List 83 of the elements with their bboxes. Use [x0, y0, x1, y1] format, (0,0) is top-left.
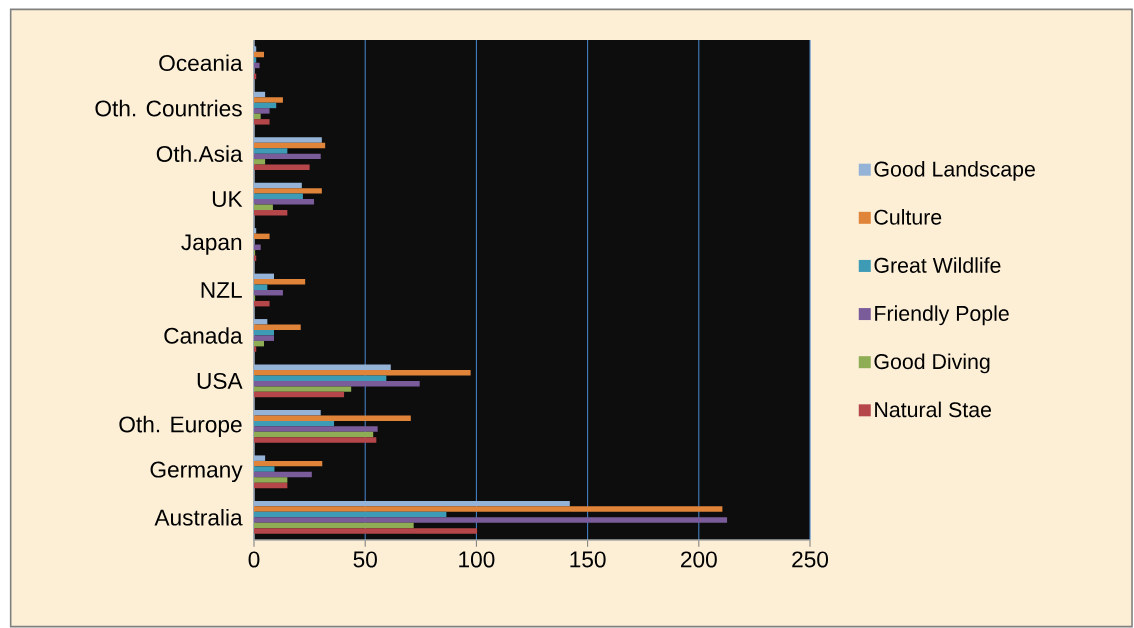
x-tick-label: 0 — [248, 551, 260, 568]
bar — [254, 431, 374, 438]
bar — [254, 233, 270, 240]
bar — [254, 199, 315, 205]
bar — [254, 340, 265, 347]
bar — [254, 46, 257, 52]
bar — [254, 62, 260, 69]
y-tick-label: USA — [197, 372, 243, 389]
bar — [254, 471, 312, 478]
y-tick-label: Germany — [150, 461, 243, 483]
y-tick-label: Oth.Asia — [156, 145, 243, 162]
bar — [254, 210, 288, 216]
bar — [254, 511, 447, 518]
bar — [254, 460, 323, 467]
y-tick-label: Oceania — [159, 54, 243, 72]
y-tick-label: Oth. Countries — [95, 99, 242, 117]
bar — [254, 500, 570, 507]
bar — [254, 255, 257, 261]
bar — [254, 188, 322, 194]
bar — [254, 142, 326, 149]
y-tick-label: Oth. Europe — [119, 415, 242, 437]
bar — [254, 375, 387, 381]
bar — [254, 324, 301, 330]
y-tick-label: Japan — [181, 234, 242, 255]
bar — [254, 51, 265, 58]
bar — [254, 522, 414, 529]
x-tick-label: 50 — [353, 551, 377, 568]
bar — [254, 369, 471, 376]
bar — [254, 409, 321, 416]
y-tick-label: Australia — [154, 508, 243, 526]
bar — [254, 273, 275, 280]
bar — [254, 102, 277, 109]
bar — [254, 148, 288, 154]
x-tick-label: 250 — [792, 551, 829, 568]
bar — [254, 420, 335, 427]
bar — [254, 113, 261, 120]
bar — [254, 119, 270, 125]
bar — [254, 517, 728, 523]
bar — [254, 319, 268, 325]
bar — [254, 455, 266, 461]
bar — [254, 386, 352, 392]
bar — [254, 290, 283, 296]
bar — [254, 380, 420, 387]
legend-label: Great Wildlife — [874, 257, 1001, 273]
bar — [254, 193, 303, 200]
bar — [254, 477, 288, 483]
bar — [254, 329, 275, 336]
bar — [254, 346, 257, 352]
bar — [254, 137, 322, 143]
legend-label: Culture — [874, 209, 942, 225]
legend-label: Good Diving — [874, 353, 990, 374]
bar — [254, 415, 411, 421]
bar — [254, 506, 723, 512]
bar — [254, 528, 478, 534]
x-tick-label: 100 — [459, 551, 495, 568]
legend-label: Natural Stae — [875, 401, 992, 418]
x-tick-label: 200 — [681, 551, 717, 568]
bar — [254, 97, 283, 103]
x-tick-label: 150 — [570, 551, 606, 568]
bar — [254, 279, 306, 285]
legend-label: Friendly Pople — [875, 305, 1009, 326]
legend-label: Good Landscape — [874, 160, 1035, 181]
bar — [254, 153, 321, 160]
bar — [254, 182, 302, 189]
bar — [254, 391, 345, 398]
bar — [254, 364, 391, 370]
bar — [254, 482, 288, 489]
bar — [254, 426, 378, 432]
y-tick-label: Canada — [164, 327, 243, 344]
bar — [254, 466, 275, 472]
bar — [254, 228, 257, 234]
bar — [254, 57, 257, 63]
y-tick-label: UK — [212, 191, 243, 208]
bar — [254, 159, 266, 165]
bar — [254, 244, 261, 251]
y-tick-label: NZL — [201, 282, 242, 298]
bar — [254, 335, 275, 341]
bar — [254, 91, 266, 98]
bar — [254, 108, 270, 114]
bar — [254, 164, 310, 171]
bar — [254, 300, 270, 307]
bar — [254, 437, 377, 443]
bar — [254, 204, 273, 211]
